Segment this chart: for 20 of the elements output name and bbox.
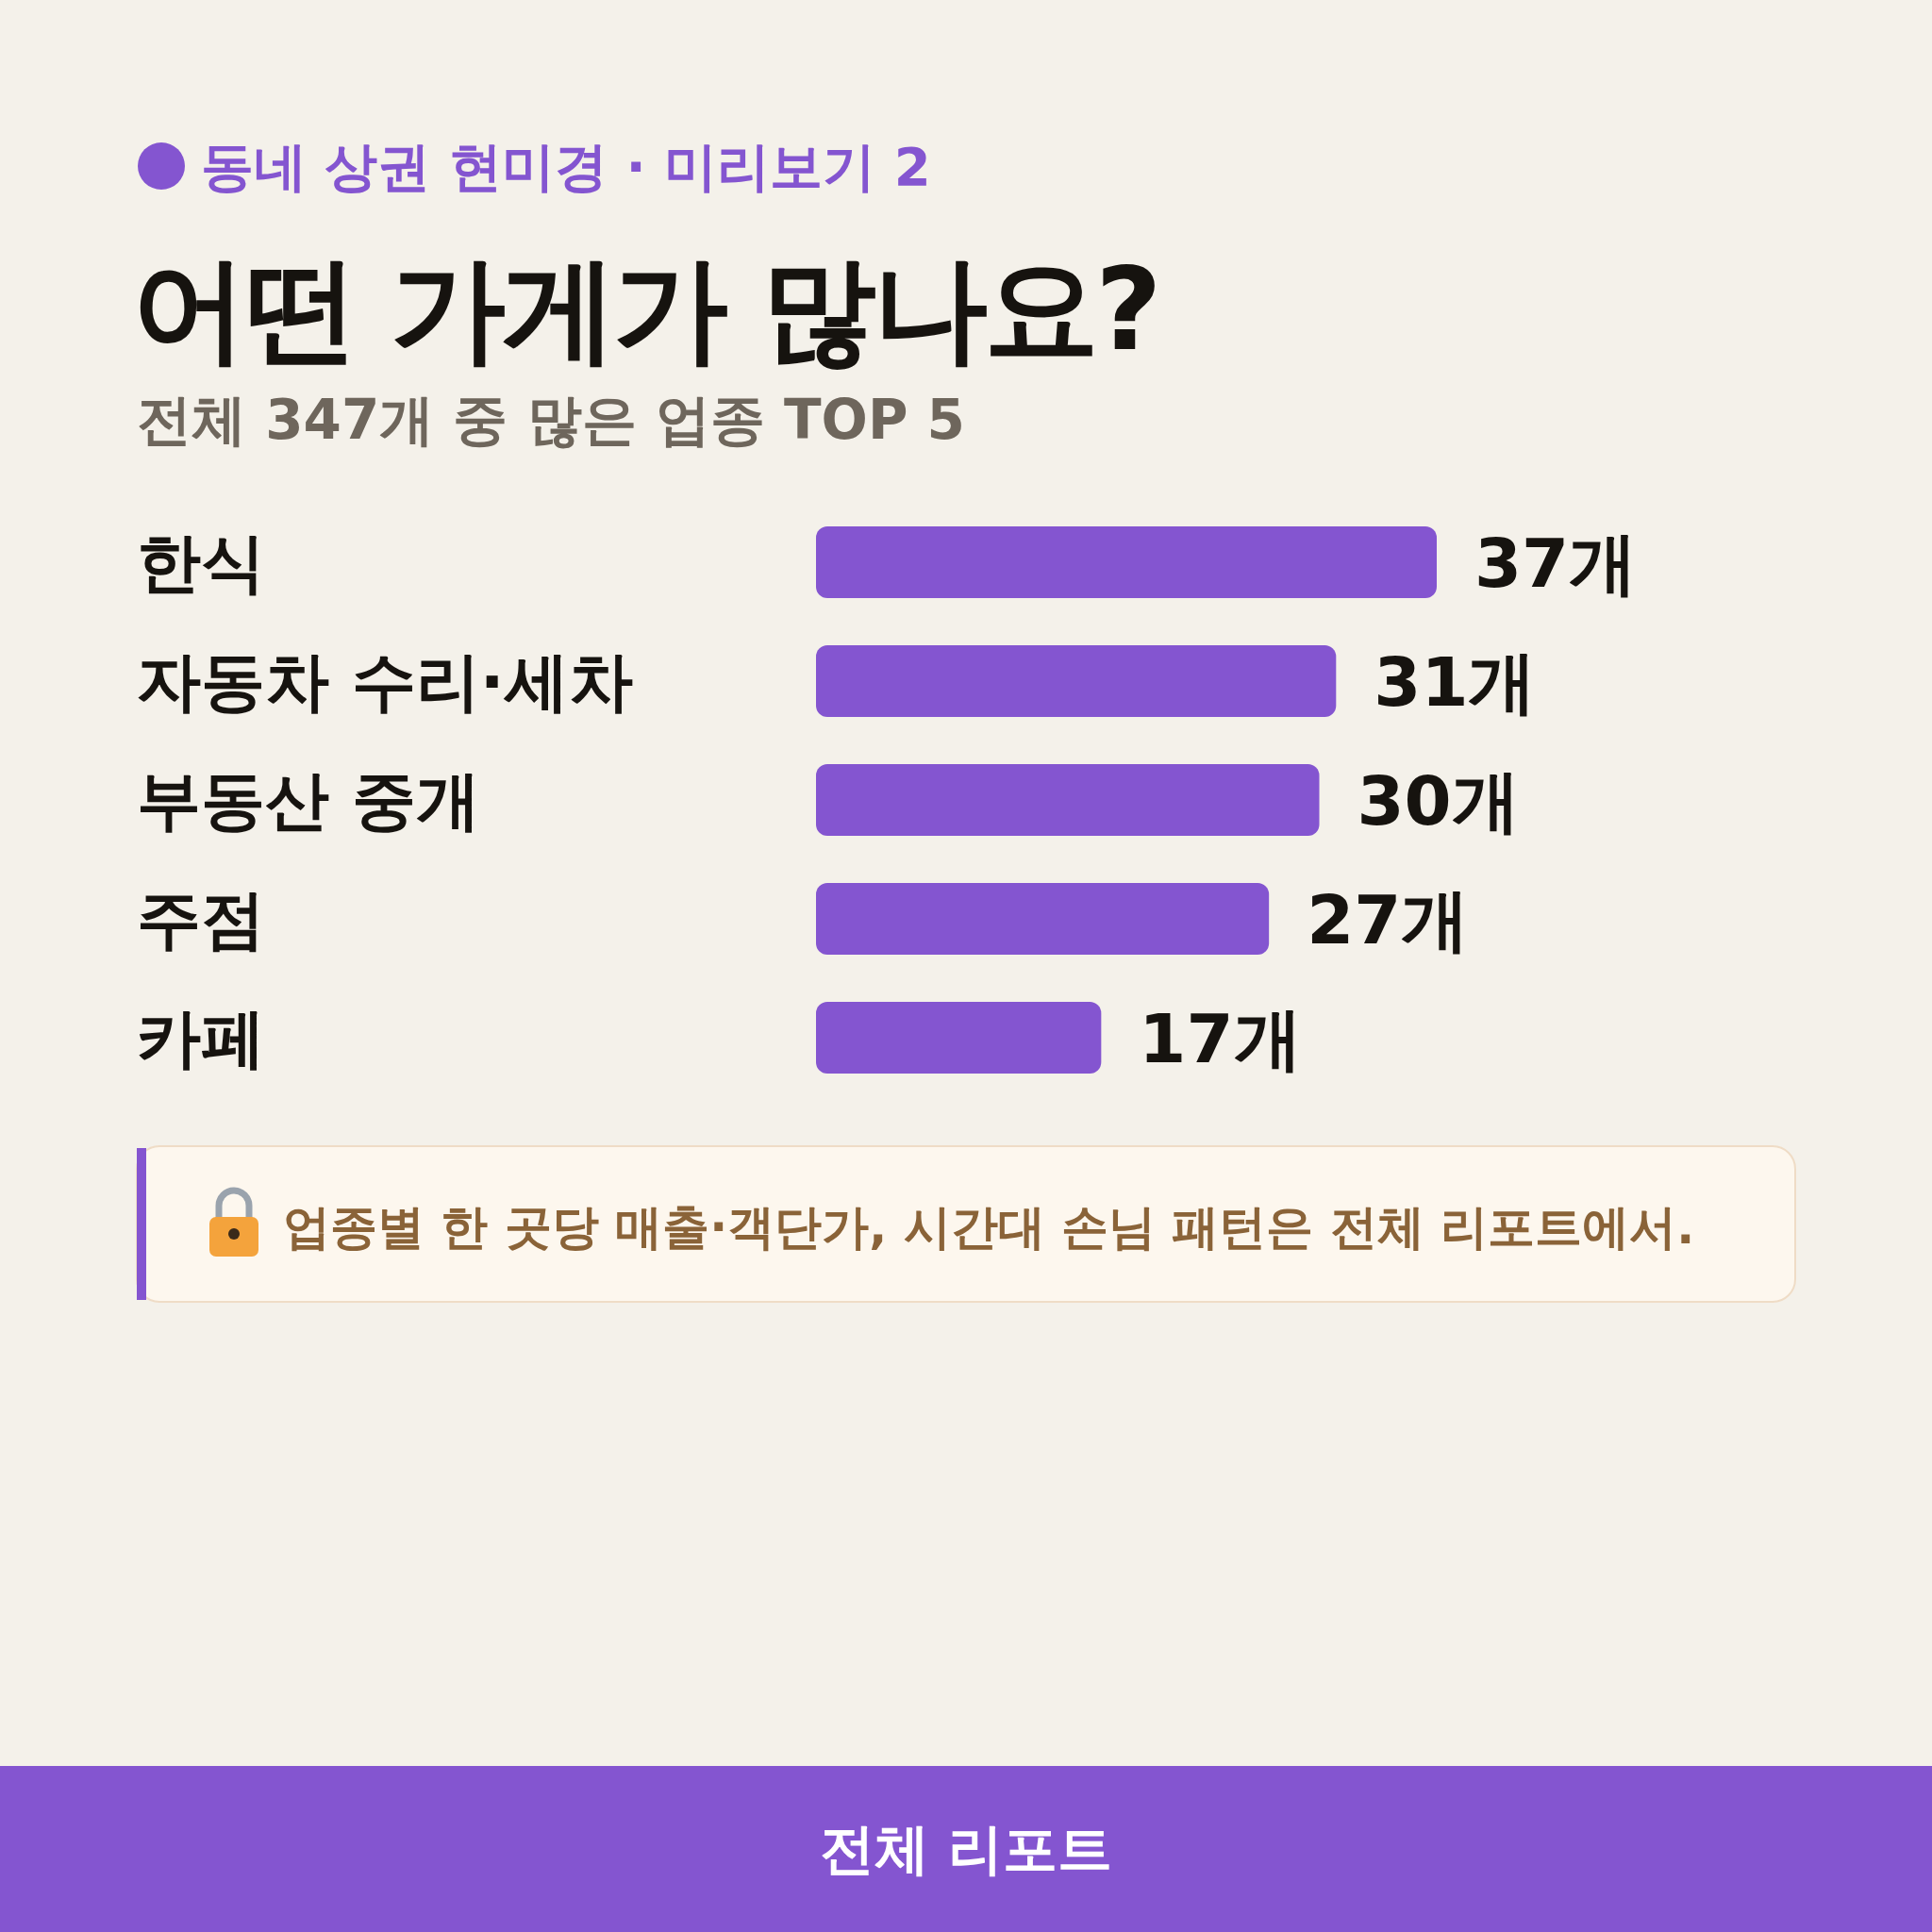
text: 전체 리포트 bbox=[819, 1817, 1113, 1881]
text: 업종별 한 곳당 매출·객단가, 시간대 손님 패턴은 전체 리포트에서. bbox=[283, 1200, 1695, 1255]
y-tick-label: 부동산 중개 bbox=[137, 763, 480, 838]
bar bbox=[816, 883, 1270, 955]
y-tick-label: 자동차 수리·세차 bbox=[137, 644, 633, 719]
data-label: 17개 bbox=[1139, 999, 1302, 1078]
data-label: 37개 bbox=[1474, 524, 1638, 603]
chart-title: 어떤 가게가 많나요? bbox=[132, 242, 1158, 376]
bar bbox=[816, 645, 1337, 717]
y-tick-label: 카페 bbox=[137, 1001, 265, 1075]
chart-subtitle: 전체 347개 중 많은 업종 TOP 5 bbox=[137, 388, 965, 452]
text: 동네 상권 현미경 · 미리보기 2 bbox=[201, 136, 931, 197]
bar bbox=[816, 1002, 1102, 1074]
data-label: 27개 bbox=[1307, 880, 1470, 959]
bar bbox=[816, 526, 1437, 598]
y-tick-label: 주점 bbox=[137, 882, 265, 957]
y-tick-label: 한식 bbox=[137, 525, 265, 600]
data-label: 30개 bbox=[1357, 761, 1520, 841]
data-label: 31개 bbox=[1374, 642, 1537, 722]
bar bbox=[816, 764, 1320, 836]
